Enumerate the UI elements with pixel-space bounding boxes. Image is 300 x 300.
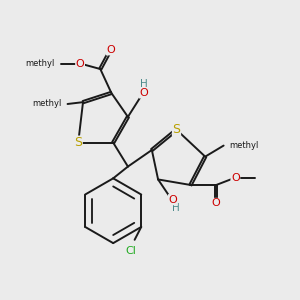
Text: O: O bbox=[140, 88, 148, 98]
Text: O: O bbox=[76, 58, 84, 68]
Text: methyl: methyl bbox=[229, 141, 259, 150]
Text: O: O bbox=[231, 172, 240, 183]
Text: H: H bbox=[140, 79, 148, 89]
Text: Cl: Cl bbox=[125, 246, 136, 256]
Text: O: O bbox=[106, 45, 115, 55]
Text: H: H bbox=[172, 203, 179, 213]
Text: methyl: methyl bbox=[25, 59, 54, 68]
Text: S: S bbox=[74, 136, 82, 149]
Text: S: S bbox=[172, 123, 181, 136]
Text: O: O bbox=[212, 198, 220, 208]
Text: O: O bbox=[168, 195, 177, 205]
Text: methyl: methyl bbox=[33, 100, 62, 109]
